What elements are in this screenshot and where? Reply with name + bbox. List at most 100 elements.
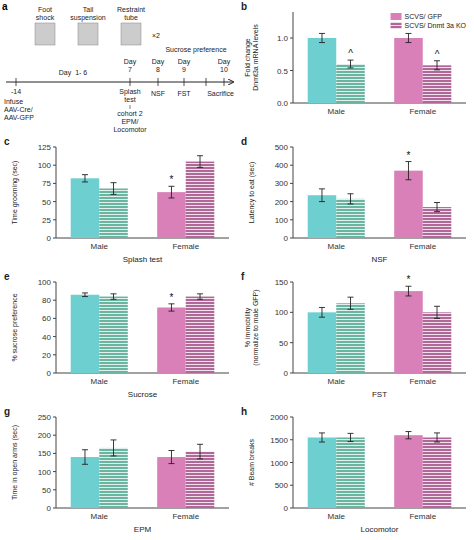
timeline-text-line: test	[124, 96, 135, 103]
y-tick-label: 100	[275, 308, 289, 317]
bar	[99, 188, 128, 238]
y-tick	[53, 282, 56, 283]
x-tick-label: Female	[172, 512, 199, 521]
y-tick	[290, 312, 293, 313]
y-tick	[53, 165, 56, 166]
x-axis-label: EPM	[134, 525, 152, 534]
x-tick-label: Male	[91, 242, 109, 251]
sig-labels: ^^	[348, 48, 440, 60]
timeline-text-line: Locomotor	[113, 126, 147, 133]
y-tick-label: 0.5	[277, 67, 289, 76]
timeline-text: Day8	[152, 58, 165, 73]
error-bar	[82, 293, 88, 297]
timeline-tick	[224, 78, 225, 86]
error-bar	[348, 433, 354, 441]
error-bar	[434, 306, 440, 318]
timeline-tick	[16, 78, 17, 86]
bar	[336, 303, 365, 373]
error-bar	[197, 294, 203, 299]
marks	[71, 440, 215, 508]
y-tick-label: 50	[279, 339, 288, 348]
bar	[157, 307, 186, 373]
x-tick-label: Male	[328, 377, 346, 386]
error-bar	[319, 33, 325, 42]
y-axis-label-line: Time grooming (sec)	[11, 161, 19, 225]
y-axis-label: Time in open arms (sec)	[11, 425, 19, 500]
y-tick-label: 100	[38, 468, 52, 477]
y-tick	[53, 435, 56, 436]
x-tick-label: Male	[328, 242, 346, 251]
timeline-text: Day 1- 6	[59, 69, 88, 77]
error-bar	[82, 450, 88, 465]
y-tick-label: 500	[275, 143, 289, 152]
y-tick	[290, 201, 293, 202]
y-axis	[293, 147, 294, 238]
panel-label: g	[4, 406, 10, 417]
y-axis-label-line: (normalize to male GFP)	[252, 289, 260, 365]
bar	[99, 448, 128, 508]
bar-panel: b0.00.51.0MaleFemaleFold changeDnmt3a mR…	[241, 1, 467, 116]
x-axis-label: NSF	[372, 255, 388, 264]
marks	[71, 293, 215, 373]
error-bar	[348, 297, 354, 309]
timeline-text: Sacrifice	[207, 90, 234, 97]
error-bar	[111, 294, 117, 299]
y-tick	[290, 342, 293, 343]
y-tick-label: 0	[47, 369, 52, 378]
significance-label: *	[407, 274, 411, 285]
y-tick	[53, 238, 56, 239]
panel-label: e	[4, 271, 10, 282]
y-tick-label: 150	[38, 449, 52, 458]
timeline-text: Footshock	[36, 6, 55, 21]
significance-label: *	[407, 150, 411, 161]
y-tick	[290, 165, 293, 166]
bar-panel: h0500100015002000MaleFemaleLocomotor# Be…	[241, 406, 466, 534]
y-axis-label: Latency to eat (sec)	[248, 162, 256, 223]
timeline-text: -14	[11, 88, 21, 95]
y-tick-label: 400	[275, 161, 289, 170]
bar	[186, 452, 215, 508]
bar	[336, 64, 365, 103]
y-tick	[53, 147, 56, 148]
timeline-text-line: cohort 2	[117, 110, 142, 117]
legend-swatch	[391, 22, 402, 29]
error-bar	[319, 433, 325, 442]
timeline-text-line: AAV-GFP	[4, 114, 34, 121]
significance-label: *	[170, 174, 174, 185]
error-bar	[82, 175, 88, 182]
y-tick-label: 125	[38, 143, 52, 152]
significance-label: ^	[348, 48, 353, 59]
y-tick-label: 1500	[270, 436, 288, 445]
panel-label: d	[241, 136, 247, 147]
timeline-text-line: EPM/	[121, 118, 138, 125]
bar	[423, 437, 452, 508]
timeline-text-line: ×2	[152, 32, 160, 39]
error-bar	[168, 304, 174, 311]
timeline-text-line: Day	[124, 58, 137, 66]
error-bar	[405, 33, 411, 42]
timeline-text-line: Day 1- 6	[59, 69, 88, 77]
y-tick-label: 100	[38, 278, 52, 287]
error-bar	[319, 307, 325, 317]
y-tick	[53, 508, 56, 509]
timeline-text-line: Tail	[83, 6, 94, 13]
significance-label: ^	[435, 49, 440, 60]
y-tick	[290, 462, 293, 463]
x-tick-label: Male	[91, 377, 109, 386]
y-axis-label: # Beam breaks	[248, 438, 255, 486]
y-tick	[53, 417, 56, 418]
timeline-text-line: AAV-Cre/	[4, 106, 33, 113]
y-tick	[290, 508, 293, 509]
y-tick	[290, 373, 293, 374]
y-tick-label: 0	[47, 234, 52, 243]
bar	[71, 295, 100, 373]
panel-label: f	[241, 271, 245, 282]
bar	[308, 437, 337, 508]
y-axis-label: % immobility(normalize to male GFP)	[244, 289, 260, 365]
timeline-tick	[206, 78, 207, 86]
y-tick-label: 0	[47, 504, 52, 513]
y-tick-label: 2000	[270, 413, 288, 422]
panel-label: c	[4, 136, 10, 147]
y-tick-label: 150	[275, 278, 289, 287]
x-tick-label: Male	[328, 107, 346, 116]
